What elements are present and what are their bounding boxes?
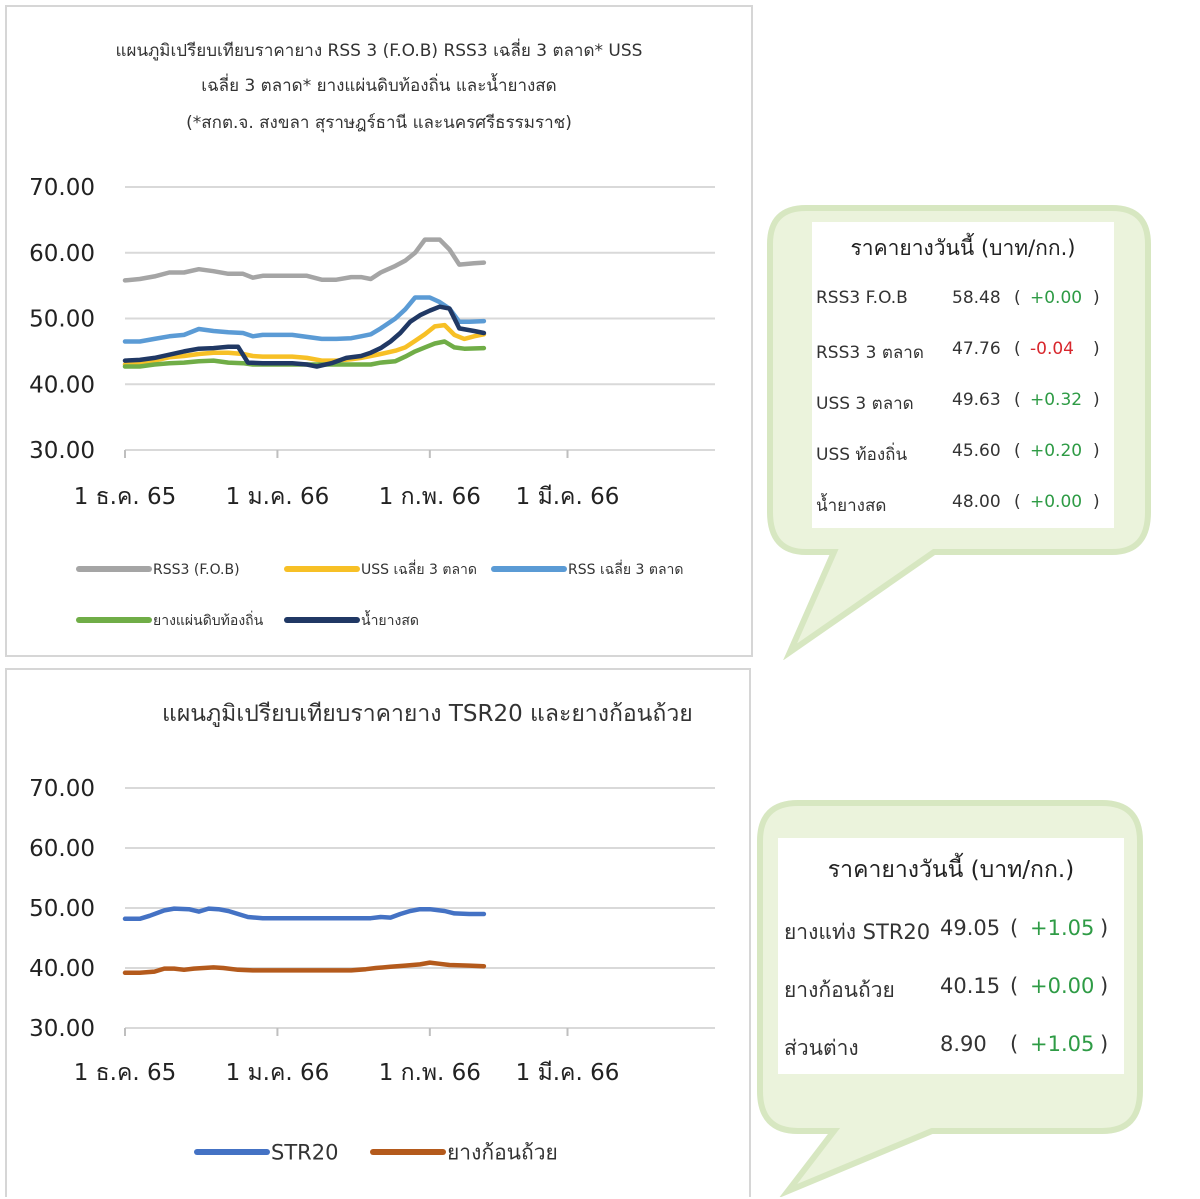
price-row-change: +0.00 <box>1030 974 1095 998</box>
price-row-value: 49.05 <box>940 916 1001 940</box>
price-row-close-paren: ) <box>1093 390 1100 410</box>
price-row-change: -0.04 <box>1030 339 1074 359</box>
price-box-2: ราคายางวันนี้ (บาท/กก.) ยางแท่ง STR20 49.… <box>778 838 1124 1074</box>
price-row-open-paren: ( <box>1014 339 1021 359</box>
price-row-change: +0.00 <box>1030 492 1083 512</box>
price-row-label: USS ท้องถิ่น <box>816 445 908 465</box>
price-row-value: 49.63 <box>952 390 1001 410</box>
price-row-close-paren: ) <box>1093 288 1100 308</box>
price-row-label: RSS3 3 ตลาด <box>816 343 924 363</box>
y-tick-label: 70.00 <box>29 175 95 201</box>
price-row-change: +0.20 <box>1030 441 1083 461</box>
price-row-open-paren: ( <box>1010 916 1019 940</box>
price-row-open-paren: ( <box>1010 1032 1019 1056</box>
y-tick-label: 40.00 <box>29 956 95 982</box>
x-tick-label: 1 ธ.ค. 65 <box>74 1060 177 1086</box>
price-row-close-paren: ) <box>1093 441 1100 461</box>
y-tick-label: 50.00 <box>29 307 95 333</box>
price-row-value: 47.76 <box>952 339 1001 359</box>
price-row-label: USS 3 ตลาด <box>816 394 914 414</box>
price-row-value: 40.15 <box>940 974 1001 998</box>
price-row-change: +0.00 <box>1030 288 1083 308</box>
legend-label: USS เฉลี่ย 3 ตลาด <box>361 560 477 578</box>
price-row-close-paren: ) <box>1100 916 1109 940</box>
y-tick-label: 40.00 <box>29 372 95 398</box>
price-box-1: ราคายางวันนี้ (บาท/กก.) RSS3 F.O.B 58.48 (… <box>812 222 1114 528</box>
x-tick-label: 1 ก.พ. 66 <box>379 484 481 510</box>
legend-label: ยางแผ่นดิบท้องถิ่น <box>153 611 264 629</box>
legend-label: STR20 <box>271 1140 338 1164</box>
price-row-open-paren: ( <box>1014 390 1021 410</box>
x-tick-label: 1 มี.ค. 66 <box>516 484 620 510</box>
series-line-2 <box>122 322 487 367</box>
price-row-value: 48.00 <box>952 492 1001 512</box>
tsr20-line-chart: 70.00 60.00 50.00 40.00 30.00 1 ธ.ค. 65 1 ม.ค.… <box>29 776 715 1164</box>
price-row-change: +0.32 <box>1030 390 1083 410</box>
rss-chart-panel: แผนภูมิเปรียบเทียบราคายาง RSS 3 (F.O.B) … <box>5 5 753 657</box>
price-row-label: ยางก้อนถ้วย <box>784 978 895 1002</box>
chart2-title: แผนภูมิเปรียบเทียบราคายาง TSR20 และยางก้… <box>162 701 693 727</box>
price-row-value: 58.48 <box>952 288 1001 308</box>
y-tick-label: 70.00 <box>29 776 95 802</box>
series-line-2 <box>122 960 487 976</box>
series-line-1 <box>122 237 487 283</box>
price-row-label: ยางแท่ง STR20 <box>784 920 931 944</box>
tsr20-chart-panel: แผนภูมิเปรียบเทียบราคายาง TSR20 และยางก้… <box>5 668 751 1197</box>
x-tick-label: 1 ม.ค. 66 <box>226 484 330 510</box>
rss-line-chart: 70.00 60.00 50.00 40.00 30.00 1 ธ.ค. 65 1 ม.ค.… <box>29 175 715 629</box>
y-tick-label: 60.00 <box>29 241 95 267</box>
price-row-value: 45.60 <box>952 441 1001 461</box>
chart1-title-line-2: เฉลี่ย 3 ตลาด* ยางแผ่นดิบท้องถิ่น และน้ำ… <box>201 76 557 96</box>
price-row-open-paren: ( <box>1014 441 1021 461</box>
series-line-5 <box>122 304 487 369</box>
y-tick-label: 30.00 <box>29 1016 95 1042</box>
price-row-close-paren: ) <box>1100 974 1109 998</box>
y-tick-label: 30.00 <box>29 438 95 464</box>
x-tick-label: 1 ธ.ค. 65 <box>74 484 177 510</box>
price-row-label: น้ำยางสด <box>816 496 887 516</box>
price-row-label: RSS3 F.O.B <box>816 288 908 308</box>
legend-label: น้ำยางสด <box>361 610 419 629</box>
chart1-title-line-3: (*สกต.จ. สงขลา สุราษฎร์ธานี และนครศรีธรร… <box>186 113 572 133</box>
chart1-title-line-1: แผนภูมิเปรียบเทียบราคายาง RSS 3 (F.O.B) … <box>115 41 643 61</box>
legend-label: RSS3 (F.O.B) <box>153 562 240 578</box>
price-row-close-paren: ) <box>1100 1032 1109 1056</box>
price-box-2-title: ราคายางวันนี้ (บาท/กก.) <box>827 857 1075 883</box>
price-row-label: ส่วนต่าง <box>784 1036 859 1060</box>
x-tick-label: 1 มี.ค. 66 <box>516 1060 620 1086</box>
price-row-change: +1.05 <box>1030 1032 1095 1056</box>
price-row-open-paren: ( <box>1010 974 1019 998</box>
x-tick-label: 1 ก.พ. 66 <box>379 1060 481 1086</box>
price-row-change: +1.05 <box>1030 916 1095 940</box>
series-line-3 <box>122 295 487 344</box>
price-box-1-title: ราคายางวันนี้ (บาท/กก.) <box>850 236 1076 260</box>
x-tick-label: 1 ม.ค. 66 <box>226 1060 330 1086</box>
price-row-close-paren: ) <box>1093 492 1100 512</box>
y-tick-label: 60.00 <box>29 836 95 862</box>
legend-label: RSS เฉลี่ย 3 ตลาด <box>568 560 684 578</box>
price-row-close-paren: ) <box>1093 339 1100 359</box>
legend-label: ยางก้อนถ้วย <box>447 1140 558 1164</box>
y-tick-label: 50.00 <box>29 896 95 922</box>
price-row-open-paren: ( <box>1014 288 1021 308</box>
series-line-1 <box>122 906 487 922</box>
price-row-open-paren: ( <box>1014 492 1021 512</box>
price-row-value: 8.90 <box>940 1032 987 1056</box>
